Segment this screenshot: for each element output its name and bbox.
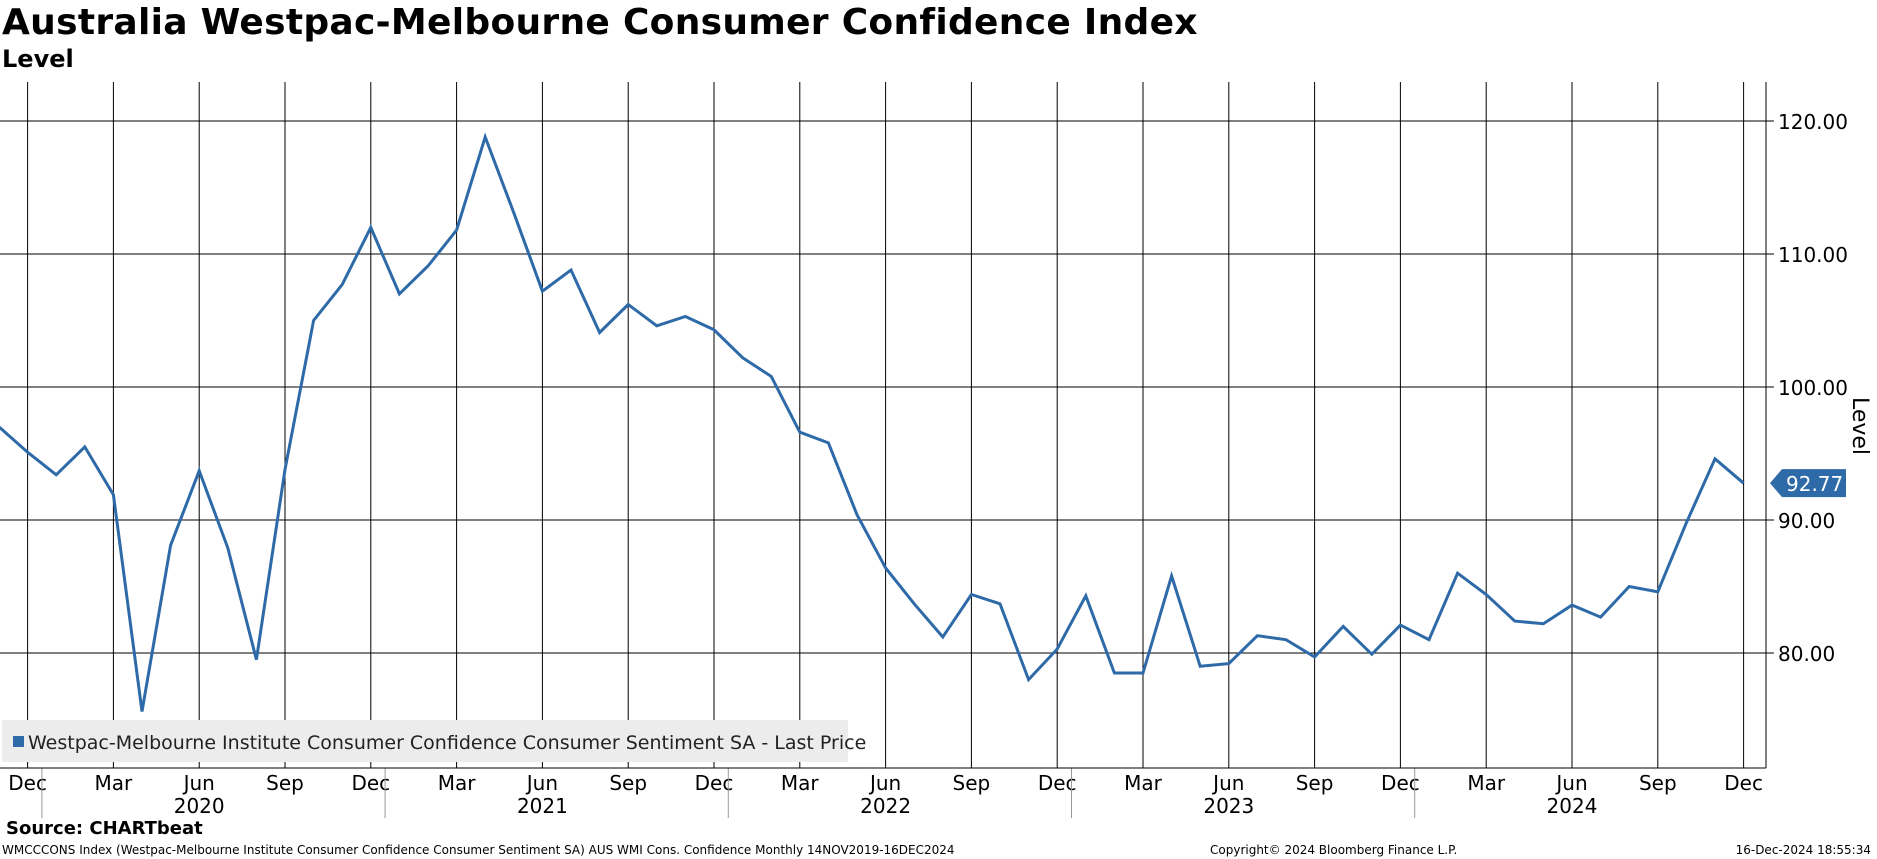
x-tick-label: Jun [182, 771, 215, 795]
legend-background [2, 720, 848, 762]
x-tick-label: Dec [351, 771, 390, 795]
x-tick-label: Jun [1554, 771, 1587, 795]
x-tick-label: Mar [95, 771, 134, 795]
x-tick-label: Sep [266, 771, 304, 795]
y-axis-label: Level [1847, 397, 1872, 455]
x-year-label: 2022 [860, 794, 911, 818]
y-tick-label: 90.00 [1778, 509, 1835, 533]
y-tick-label: 110.00 [1778, 243, 1848, 267]
x-year-label: 2020 [174, 794, 225, 818]
y-tick-label: 120.00 [1778, 110, 1848, 134]
x-tick-label: Sep [1296, 771, 1334, 795]
grid [0, 82, 1766, 768]
x-tick-label: Jun [868, 771, 901, 795]
x-tick-label: Dec [1381, 771, 1420, 795]
y-tick-label: 80.00 [1778, 642, 1835, 666]
x-year-label: 2023 [1203, 794, 1254, 818]
footer-description: WMCCCONS Index (Westpac-Melbourne Instit… [2, 843, 955, 857]
x-tick-label: Dec [1038, 771, 1077, 795]
x-tick-label: Mar [438, 771, 477, 795]
axes: 80.00 90.00 100.00 110.00 120.00 Dec Mar Jun Sep… [0, 82, 1848, 818]
series-layer [0, 132, 1745, 712]
x-tick-label: Sep [953, 771, 991, 795]
footer-copyright: Copyright© 2024 Bloomberg Finance L.P. [1210, 843, 1458, 857]
x-tick-label: Dec [695, 771, 734, 795]
y-tick-label: 100.00 [1778, 376, 1848, 400]
x-year-label: 2021 [517, 794, 568, 818]
x-tick-label: Mar [781, 771, 820, 795]
x-tick-label: Dec [1724, 771, 1763, 795]
x-tick-label: Jun [525, 771, 558, 795]
legend-swatch [13, 736, 24, 747]
series-line [0, 132, 1745, 712]
legend: Westpac-Melbourne Institute Consumer Con… [2, 720, 866, 762]
source-note: Source: CHARTbeat [6, 818, 203, 839]
x-year-label: 2024 [1547, 794, 1598, 818]
x-tick-label: Sep [609, 771, 647, 795]
x-tick-label: Dec [8, 771, 47, 795]
legend-label: Westpac-Melbourne Institute Consumer Con… [28, 732, 866, 754]
chart-title: Australia Westpac-Melbourne Consumer Con… [2, 2, 1198, 43]
last-value-marker [1770, 469, 1846, 498]
chart-subtitle: Level [2, 45, 74, 73]
x-tick-label: Mar [1124, 771, 1163, 795]
x-tick-label: Mar [1467, 771, 1506, 795]
footer-timestamp: 16-Dec-2024 18:55:34 [1735, 843, 1871, 857]
x-tick-label: Sep [1639, 771, 1677, 795]
x-tick-label: Jun [1211, 771, 1244, 795]
last-value-label: 92.77 [1786, 472, 1843, 496]
